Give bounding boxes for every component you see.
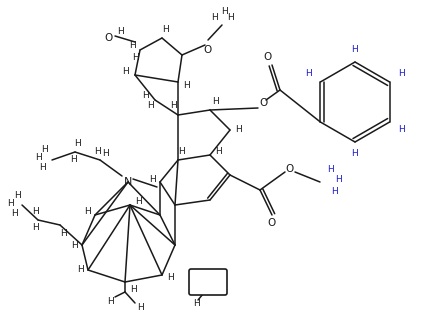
Text: H: H [178, 148, 184, 156]
Text: H: H [129, 285, 136, 294]
Text: H: H [192, 300, 199, 309]
Text: H: H [107, 298, 113, 307]
Text: H: H [71, 241, 77, 249]
Text: H: H [170, 101, 176, 110]
Text: H: H [162, 25, 168, 35]
Text: H: H [147, 101, 154, 110]
Text: H: H [167, 274, 173, 282]
Text: H: H [102, 149, 108, 158]
Text: H: H [70, 155, 77, 164]
Text: H: H [335, 176, 341, 184]
Text: H: H [74, 140, 80, 148]
Text: H: H [77, 266, 83, 275]
Text: H: H [211, 13, 217, 21]
Text: H: H [35, 153, 41, 162]
Text: H: H [183, 81, 190, 89]
Text: N: N [124, 177, 132, 187]
Text: H: H [398, 125, 405, 135]
Text: H: H [7, 199, 14, 208]
FancyBboxPatch shape [189, 269, 227, 295]
Text: H: H [398, 70, 405, 79]
Text: H: H [137, 304, 143, 313]
Text: O: O [104, 33, 112, 43]
Text: H: H [132, 53, 138, 62]
Text: H: H [352, 46, 358, 54]
Text: H: H [214, 148, 221, 156]
Text: H: H [352, 149, 358, 158]
Text: H: H [122, 68, 128, 77]
Text: H: H [305, 70, 312, 79]
Text: H: H [117, 27, 124, 37]
Text: H: H [212, 97, 218, 107]
Text: O: O [263, 52, 271, 62]
Text: H: H [60, 228, 66, 238]
Text: Abs: Abs [198, 277, 218, 287]
Text: H: H [84, 208, 91, 216]
Text: H: H [148, 175, 155, 183]
Text: O: O [268, 218, 276, 228]
Text: O: O [203, 45, 211, 55]
Text: O: O [286, 164, 294, 174]
Text: H: H [142, 90, 148, 100]
Text: H: H [93, 148, 100, 156]
Text: H: H [221, 7, 228, 16]
Text: H: H [129, 41, 135, 49]
Text: H: H [38, 163, 45, 173]
Text: H: H [11, 209, 17, 217]
Text: H: H [331, 187, 338, 196]
Text: H: H [41, 146, 47, 154]
Text: H: H [32, 223, 38, 233]
Text: H: H [235, 125, 242, 135]
Text: H: H [135, 197, 141, 207]
Text: O: O [259, 98, 267, 108]
Text: H: H [327, 166, 333, 175]
Text: H: H [227, 13, 233, 21]
Text: H: H [14, 190, 20, 200]
Text: H: H [32, 208, 38, 216]
